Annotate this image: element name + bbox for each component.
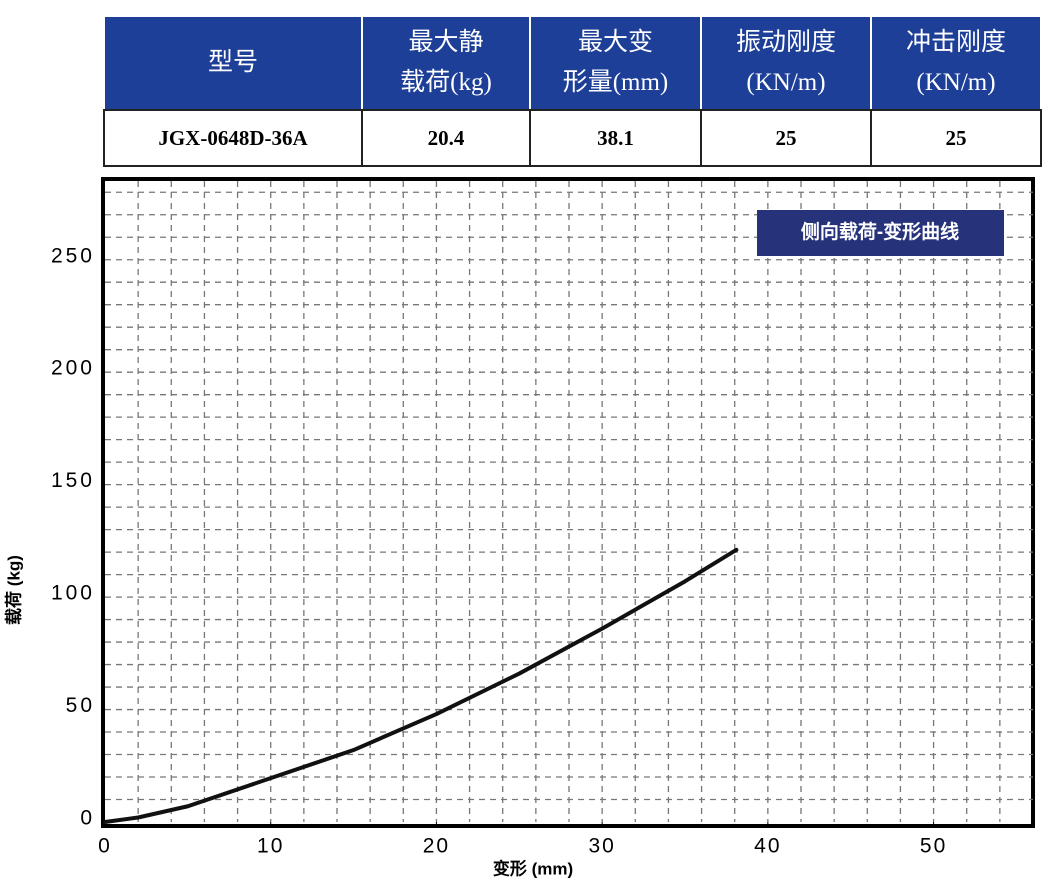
header-text: 形量(mm) [562,69,669,96]
data-line [103,547,739,824]
data-row: JGX-0648D-36A 20.4 38.1 25 25 [103,109,1042,167]
plot-frame [101,177,1035,828]
x-tick-label: 50 [920,835,947,858]
data-cell: 25 [870,109,1042,167]
header-text: 最大静 [408,29,484,56]
x-tick-label: 30 [588,835,615,858]
y-tick-label: 50 [66,694,95,717]
data-cell: JGX-0648D-36A [103,109,363,167]
header-cell: 最大静载荷(kg) [361,15,531,111]
x-tick-label: 20 [423,835,450,858]
header-text: 冲击刚度 [905,29,1006,56]
header-cell: 振动刚度 (KN/m) [700,15,872,111]
y-axis-label: 载荷 (kg) [3,555,23,625]
x-tick-label: 0 [98,835,112,858]
x-tick-label: 40 [754,835,781,858]
x-axis-label: 变形 (mm) [493,858,573,878]
data-cell: 20.4 [361,109,531,167]
header-cell: 型号 [103,15,363,111]
chart-title: 侧向载荷-变形曲线 [801,220,959,243]
header-text: 型号 [207,49,258,76]
header-text: 最大变 [577,29,653,56]
data-cell: 25 [700,109,872,167]
header-text: 载荷(kg) [400,69,492,96]
header-cell: 最大变形量(mm) [529,15,702,111]
y-tick-label: 100 [51,582,95,605]
y-tick-label: 200 [51,357,95,380]
header-text: 振动刚度 [735,29,836,56]
legend-box [757,210,1004,256]
header-cell: 冲击刚度 (KN/m) [870,15,1042,111]
data-cell: 38.1 [529,109,702,167]
y-tick-label: 150 [51,469,95,492]
header-text: (KN/m) [746,69,826,96]
y-tick-label: 250 [51,244,95,267]
x-tick-label: 10 [257,835,284,858]
header-text: (KN/m) [916,69,996,96]
spec-table: 型号 最大静 载荷(kg) 最大变 形量(mm) 振动刚度 (KN/m) 冲击刚度 (KN/m)… [103,15,1042,167]
header-row: 型号 最大静 载荷(kg) 最大变 形量(mm) 振动刚度 (KN/m) 冲击刚度 (KN/m) [103,15,1042,111]
y-tick-label: 0 [80,807,95,830]
